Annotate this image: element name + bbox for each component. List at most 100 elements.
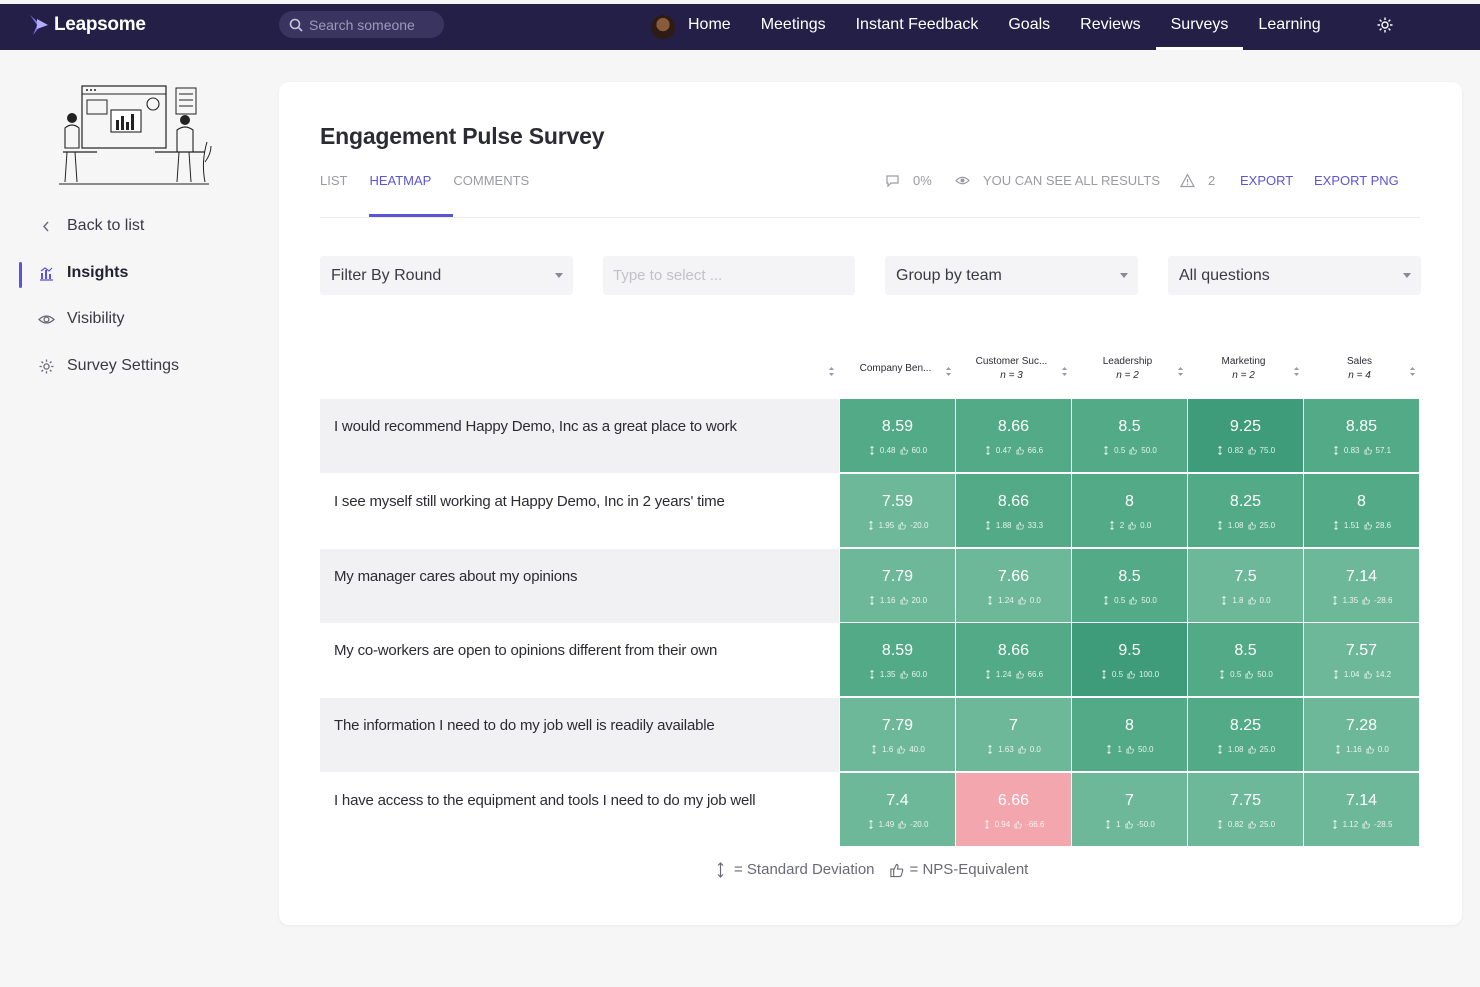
heatmap-cell[interactable]: 7.4 1.49 -20.0 (840, 773, 955, 846)
search-box[interactable] (279, 11, 444, 38)
heatmap-cell[interactable]: 8.5 0.5 50.0 (1072, 399, 1187, 472)
thumbs-up-icon (889, 863, 903, 877)
cell-nps: 20.0 (911, 595, 928, 605)
sort-column-icon[interactable] (1409, 364, 1416, 376)
cell-nps: 0.0 (1140, 520, 1152, 530)
type-to-select-input[interactable]: Type to select ... (603, 256, 855, 295)
cell-sd: 1.8 (1232, 595, 1244, 605)
column-header[interactable]: Company Ben... (838, 362, 953, 376)
column-header[interactable]: Sales n = 4 (1302, 355, 1417, 383)
thumbs-up-icon (1125, 820, 1133, 829)
heatmap-cell[interactable]: 7.66 1.24 0.0 (956, 548, 1071, 622)
tabs-divider (320, 217, 1420, 218)
nav-item-learning[interactable]: Learning (1258, 16, 1321, 33)
heatmap-cell[interactable]: 7.5 1.8 0.0 (1188, 548, 1303, 622)
column-header[interactable]: Marketing n = 2 (1186, 355, 1301, 383)
sort-column-icon[interactable] (1177, 364, 1184, 376)
heatmap-cell[interactable]: 9.25 0.82 75.0 (1188, 399, 1303, 472)
cell-stats: 1.8 0.0 (1188, 595, 1303, 605)
round-filter-select[interactable]: Filter By Round (320, 256, 573, 295)
heatmap-cell[interactable]: 7 1.63 0.0 (956, 698, 1071, 772)
sort-column-icon[interactable] (1061, 364, 1068, 376)
cell-stats: 0.5 100.0 (1072, 670, 1187, 680)
standard-deviation-icon (1216, 446, 1224, 455)
gear-icon (38, 358, 55, 375)
tab-list[interactable]: LIST (320, 173, 348, 188)
heatmap-cell[interactable]: 8.66 1.24 66.6 (956, 623, 1071, 697)
heatmap-cell[interactable]: 7.79 1.16 20.0 (840, 548, 955, 622)
type-to-select-placeholder: Type to select ... (613, 267, 723, 284)
question-label: I would recommend Happy Demo, Inc as a g… (334, 418, 737, 435)
table-row: My manager cares about my opinions (320, 548, 839, 624)
cell-stats: 0.83 57.1 (1304, 446, 1419, 455)
column-header[interactable]: Leadership n = 2 (1070, 355, 1185, 383)
heatmap-cell[interactable]: 7.14 1.12 -28.5 (1304, 773, 1419, 846)
user-avatar[interactable] (651, 15, 675, 39)
cell-score: 7.75 (1229, 792, 1262, 809)
nav-item-instant-feedback[interactable]: Instant Feedback (855, 16, 979, 33)
heatmap-cell[interactable]: 8 2 0.0 (1072, 473, 1187, 547)
column-label: Sales (1346, 356, 1372, 367)
cell-sd: 1.95 (878, 520, 895, 530)
sidebar-item-insights[interactable]: Insights (38, 264, 128, 282)
heatmap-cell[interactable]: 7.79 1.6 40.0 (840, 698, 955, 772)
column-header[interactable]: Customer Suc... n = 3 (954, 355, 1069, 383)
search-input[interactable] (309, 16, 429, 33)
nav-item-goals[interactable]: Goals (1008, 16, 1051, 33)
heatmap-cell[interactable]: 7.28 1.16 0.0 (1304, 698, 1419, 772)
nav-item-home[interactable]: Home (688, 16, 731, 33)
heatmap-cell[interactable]: 8 1 50.0 (1072, 698, 1187, 772)
sidebar-item-back-to-list[interactable]: Back to list (38, 217, 144, 235)
cell-nps: 50.0 (1137, 745, 1154, 755)
heatmap-cell[interactable]: 8.25 1.08 25.0 (1188, 698, 1303, 772)
sort-questions-icon[interactable] (828, 364, 835, 376)
heatmap-cell[interactable]: 8.5 0.5 50.0 (1188, 623, 1303, 697)
chevron-down-icon (1403, 273, 1411, 278)
heatmap-cell[interactable]: 7.59 1.95 -20.0 (840, 473, 955, 547)
sidebar-item-visibility[interactable]: Visibility (38, 310, 125, 328)
table-row: The information I need to do my job well… (320, 698, 839, 774)
settings-gear-icon[interactable] (1376, 16, 1394, 34)
heatmap-cell[interactable]: 7.75 0.82 25.0 (1188, 773, 1303, 846)
nav-item-reviews[interactable]: Reviews (1080, 16, 1141, 33)
heatmap-cell[interactable]: 7 1 -50.0 (1072, 773, 1187, 846)
heatmap-cell[interactable]: 8.59 0.48 60.0 (840, 399, 955, 472)
sidebar-item-label: Visibility (67, 310, 125, 327)
nav-item-surveys[interactable]: Surveys (1155, 4, 1244, 50)
tab-comments[interactable]: COMMENTS (453, 173, 530, 188)
cell-nps: -28.5 (1374, 820, 1393, 829)
group-by-select[interactable]: Group by team (885, 256, 1138, 295)
heatmap-cell[interactable]: 6.66 0.94 -66.6 (956, 773, 1071, 846)
cell-sd: 1.04 (1343, 670, 1360, 680)
heatmap-cell[interactable]: 8.59 1.35 60.0 (840, 623, 955, 697)
cell-score: 8.85 (1345, 418, 1378, 435)
sort-column-icon[interactable] (1293, 364, 1300, 376)
leapsome-logo-icon (30, 15, 48, 35)
heatmap-cell[interactable]: 9.5 0.5 100.0 (1072, 623, 1187, 697)
heatmap-cell[interactable]: 7.14 1.35 -28.6 (1304, 548, 1419, 622)
heatmap-cell[interactable]: 8 1.51 28.6 (1304, 473, 1419, 547)
export-png-button[interactable]: EXPORT PNG (1314, 173, 1399, 188)
heatmap-cell[interactable]: 8.5 0.5 50.0 (1072, 548, 1187, 622)
heatmap-cell[interactable]: 8.66 0.47 66.6 (956, 399, 1071, 472)
nav-item-meetings[interactable]: Meetings (760, 16, 826, 33)
warnings[interactable]: 2 (1180, 173, 1215, 188)
sort-column-icon[interactable] (945, 364, 952, 376)
cell-score: 8 (1125, 717, 1134, 735)
heatmap-cell[interactable]: 7.57 1.04 14.2 (1304, 623, 1419, 697)
thumbs-up-icon (1014, 820, 1022, 829)
export-button[interactable]: EXPORT (1240, 173, 1294, 188)
tab-heatmap[interactable]: HEATMAP (369, 173, 454, 217)
questions-select[interactable]: All questions (1168, 256, 1421, 295)
heatmap-cell[interactable]: 8.66 1.88 33.3 (956, 473, 1071, 547)
thumbs-up-icon (1129, 596, 1138, 605)
sidebar-item-survey-settings[interactable]: Survey Settings (38, 357, 179, 375)
chevron-down-icon (1120, 273, 1128, 278)
brand-logo[interactable]: Leapsome (28, 13, 146, 37)
cell-sd: 1.88 (995, 520, 1012, 530)
heatmap-cell[interactable]: 8.25 1.08 25.0 (1188, 473, 1303, 547)
column-count: n = 3 (1000, 370, 1023, 381)
column-count: n = 2 (1116, 370, 1139, 381)
heatmap-cell[interactable]: 8.85 0.83 57.1 (1304, 399, 1419, 472)
cell-score: 8.59 (881, 642, 914, 660)
